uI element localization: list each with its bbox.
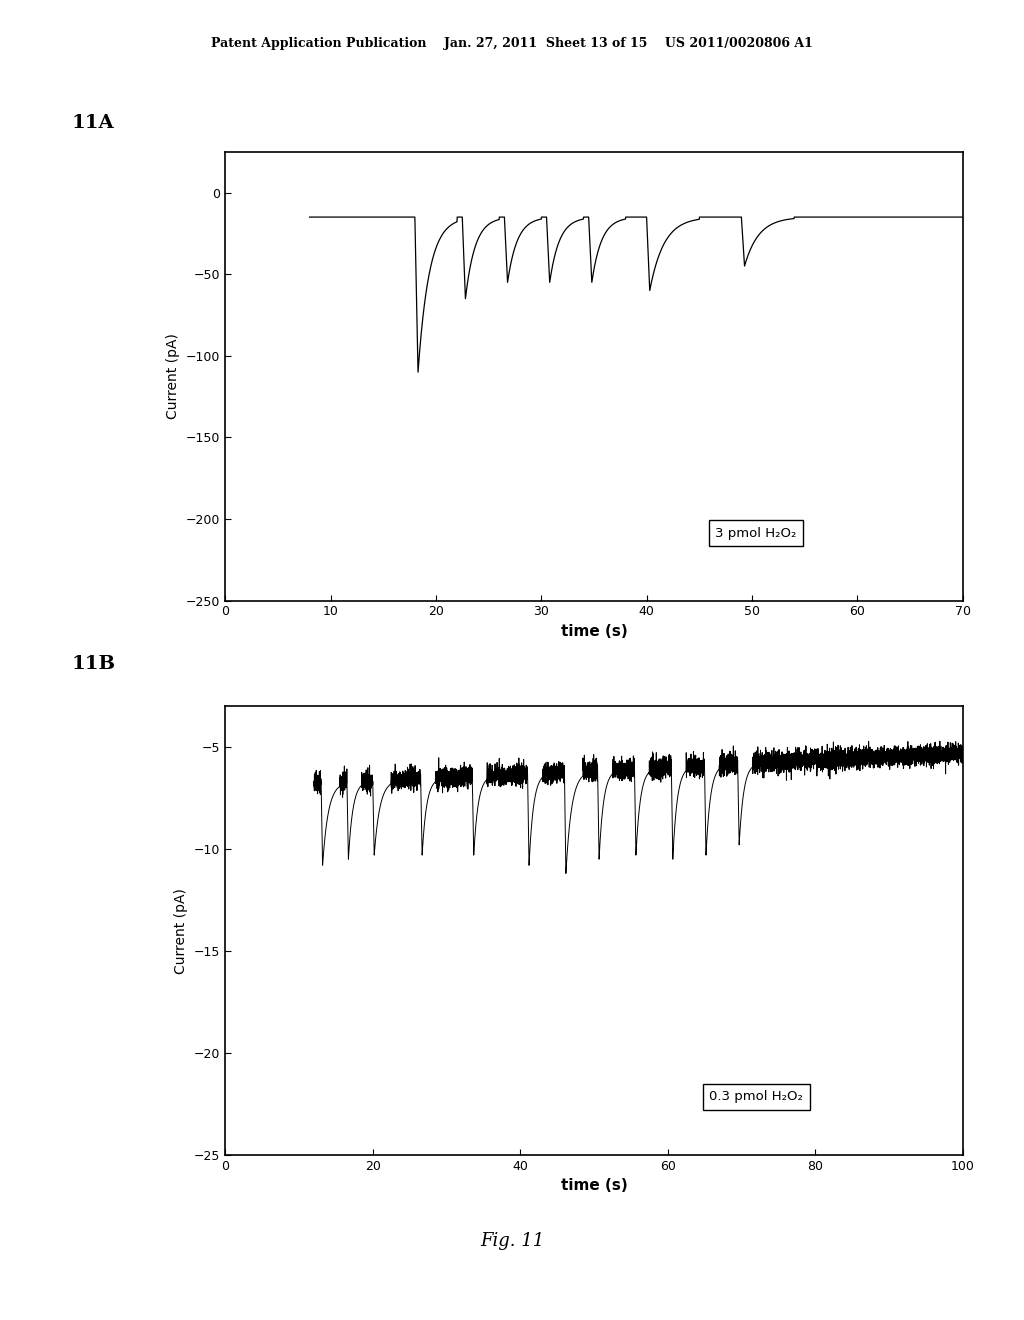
Y-axis label: Current (pA): Current (pA) [167,333,180,420]
Text: Patent Application Publication    Jan. 27, 2011  Sheet 13 of 15    US 2011/00208: Patent Application Publication Jan. 27, … [211,37,813,50]
Text: 3 pmol H₂O₂: 3 pmol H₂O₂ [716,527,797,540]
X-axis label: time (s): time (s) [560,624,628,639]
X-axis label: time (s): time (s) [560,1179,628,1193]
Text: 11B: 11B [72,655,116,673]
Y-axis label: Current (pA): Current (pA) [174,887,188,974]
Text: 11A: 11A [72,114,115,132]
Text: Fig. 11: Fig. 11 [480,1232,544,1250]
Text: 0.3 pmol H₂O₂: 0.3 pmol H₂O₂ [710,1090,803,1104]
